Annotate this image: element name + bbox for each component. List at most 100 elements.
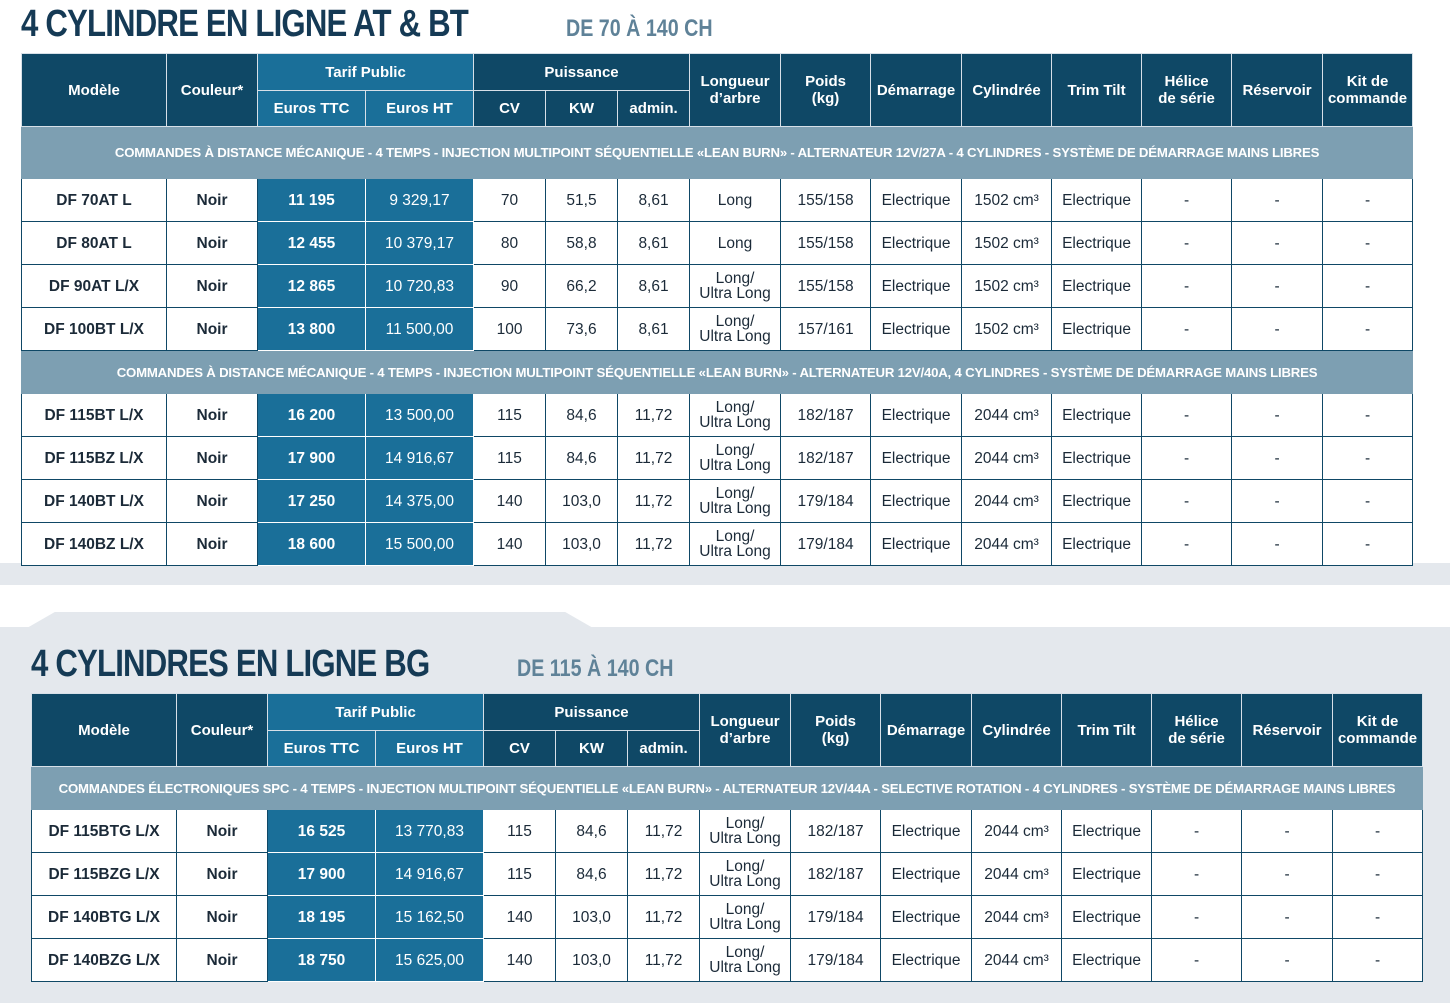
header-cell: Trim Tilt — [1051, 53, 1143, 127]
cell: 2044 cm³ — [971, 938, 1063, 982]
cell: 84,6 — [545, 393, 619, 437]
model-row: DF 100BT L/X Noir 13 800 11 500,00 100 73,6 8,… — [21, 307, 1414, 351]
banner-row: COMMANDES À DISTANCE MÉCANIQUE - 4 TEMPS… — [20, 350, 1414, 394]
cell: 1502 cm³ — [961, 178, 1053, 222]
cell: 17 250 — [257, 479, 366, 523]
cell: 51,5 — [545, 178, 619, 222]
section: 4 CYLINDRES EN LIGNE BG DE 115 À 140 CH Mo… — [30, 643, 1424, 982]
cell: 11,72 — [627, 938, 701, 982]
cell: - — [1151, 852, 1243, 896]
banner: COMMANDES À DISTANCE MÉCANIQUE - 4 TEMPS… — [20, 350, 1414, 394]
cell: 13 800 — [257, 307, 366, 351]
cell: 12 455 — [257, 221, 366, 265]
model-row: DF 115BZG L/X Noir 17 900 14 916,67 115 84,6 1… — [31, 852, 1424, 896]
cell: 140 — [483, 895, 557, 939]
table-header: Modèle Couleur* Tarif Public Puissance Longu… — [31, 693, 1424, 767]
model-row: DF 80AT L Noir 12 455 10 379,17 80 58,8 8,61 Lo… — [21, 221, 1414, 265]
cell: 2044 cm³ — [961, 522, 1053, 566]
model-row: DF 115BTG L/X Noir 16 525 13 770,83 115 84,6 1… — [31, 809, 1424, 853]
header-cell: Cylindrée — [961, 53, 1053, 127]
cell: Electrique — [1061, 809, 1153, 853]
cell: 2044 cm³ — [971, 895, 1063, 939]
section-title: 4 CYLINDRE EN LIGNE AT & BT DE 70 À 140 C… — [21, 3, 1413, 53]
cell: 157/161 — [780, 307, 872, 351]
cell: Noir — [166, 393, 258, 437]
cell: Long/ Ultra Long — [699, 938, 792, 982]
cell: 17 900 — [257, 436, 366, 480]
cell: Electrique — [870, 178, 963, 222]
header-cell: Modèle — [31, 693, 177, 767]
model-row: DF 140BZ L/X Noir 18 600 15 500,00 140 103,0 1… — [21, 522, 1414, 566]
cell: Noir — [176, 938, 268, 982]
cell: 17 900 — [267, 852, 376, 896]
banner-row: COMMANDES ÉLECTRONIQUES SPC - 4 TEMPS - … — [30, 766, 1424, 810]
header-cell: CV — [473, 90, 547, 127]
cell: - — [1151, 895, 1243, 939]
cell: Electrique — [870, 393, 963, 437]
cell: DF 100BT L/X — [21, 307, 167, 351]
cell: Electrique — [870, 221, 963, 265]
header-cell: admin. — [627, 730, 701, 767]
header-cell: Démarrage — [880, 693, 973, 767]
cell: - — [1141, 178, 1233, 222]
header-cell: admin. — [617, 90, 691, 127]
header-cell: Tarif Public — [256, 53, 475, 91]
cell: DF 140BZ L/X — [21, 522, 167, 566]
cell: Electrique — [880, 852, 973, 896]
cell: - — [1332, 895, 1424, 939]
cell: DF 140BT L/X — [21, 479, 167, 523]
header-cell: Cylindrée — [971, 693, 1063, 767]
cell: Electrique — [1051, 479, 1143, 523]
table-header: Modèle Couleur* Tarif Public Puissance Longu… — [21, 53, 1414, 127]
cell: 9 329,17 — [364, 178, 475, 222]
cell: 10 720,83 — [364, 264, 475, 308]
cell: Electrique — [870, 522, 963, 566]
cell: Noir — [176, 852, 268, 896]
header-row: Modèle Couleur* Tarif Public Puissance Longu… — [31, 693, 1424, 767]
cell: Electrique — [1061, 938, 1153, 982]
header-cell: Euros TTC — [267, 730, 376, 767]
cell: - — [1231, 307, 1324, 351]
cell: 179/184 — [790, 938, 882, 982]
cell: 155/158 — [780, 221, 872, 265]
cell: 179/184 — [790, 895, 882, 939]
cell: 115 — [483, 852, 557, 896]
cell: Noir — [166, 221, 258, 265]
header-cell: Kit de commande — [1322, 53, 1414, 127]
cell: 84,6 — [545, 436, 619, 480]
cell: Long/ Ultra Long — [689, 436, 782, 480]
cell: Electrique — [880, 895, 973, 939]
section-title: 4 CYLINDRES EN LIGNE BG DE 115 À 140 CH — [31, 643, 1423, 693]
cell: 18 750 — [267, 938, 376, 982]
cell: 15 162,50 — [374, 895, 485, 939]
cell: DF 80AT L — [21, 221, 167, 265]
cell: 14 916,67 — [374, 852, 485, 896]
cell: 179/184 — [780, 479, 872, 523]
cell: Electrique — [880, 938, 973, 982]
cell: - — [1141, 522, 1233, 566]
cell: - — [1322, 307, 1414, 351]
cell: - — [1141, 479, 1233, 523]
cell: Noir — [166, 522, 258, 566]
cell: 11 500,00 — [364, 307, 475, 351]
header-cell: Hélice de série — [1141, 53, 1233, 127]
header-cell: Euros HT — [364, 90, 475, 127]
cell: - — [1231, 264, 1324, 308]
cell: 2044 cm³ — [961, 479, 1053, 523]
cell: Long/ Ultra Long — [689, 264, 782, 308]
cell: 11,72 — [627, 852, 701, 896]
cell: - — [1141, 436, 1233, 480]
cell: Long/ Ultra Long — [689, 522, 782, 566]
cell: DF 140BTG L/X — [31, 895, 177, 939]
cell: - — [1322, 221, 1414, 265]
cell: Electrique — [880, 809, 973, 853]
cell: Noir — [166, 479, 258, 523]
banner: COMMANDES À DISTANCE MÉCANIQUE - 4 TEMPS… — [20, 126, 1414, 179]
header-cell: Puissance — [483, 693, 701, 731]
cell: DF 115BZ L/X — [21, 436, 167, 480]
cell: Long/ Ultra Long — [699, 852, 792, 896]
cell: 16 525 — [267, 809, 376, 853]
cell: 14 916,67 — [364, 436, 475, 480]
cell: 182/187 — [790, 809, 882, 853]
